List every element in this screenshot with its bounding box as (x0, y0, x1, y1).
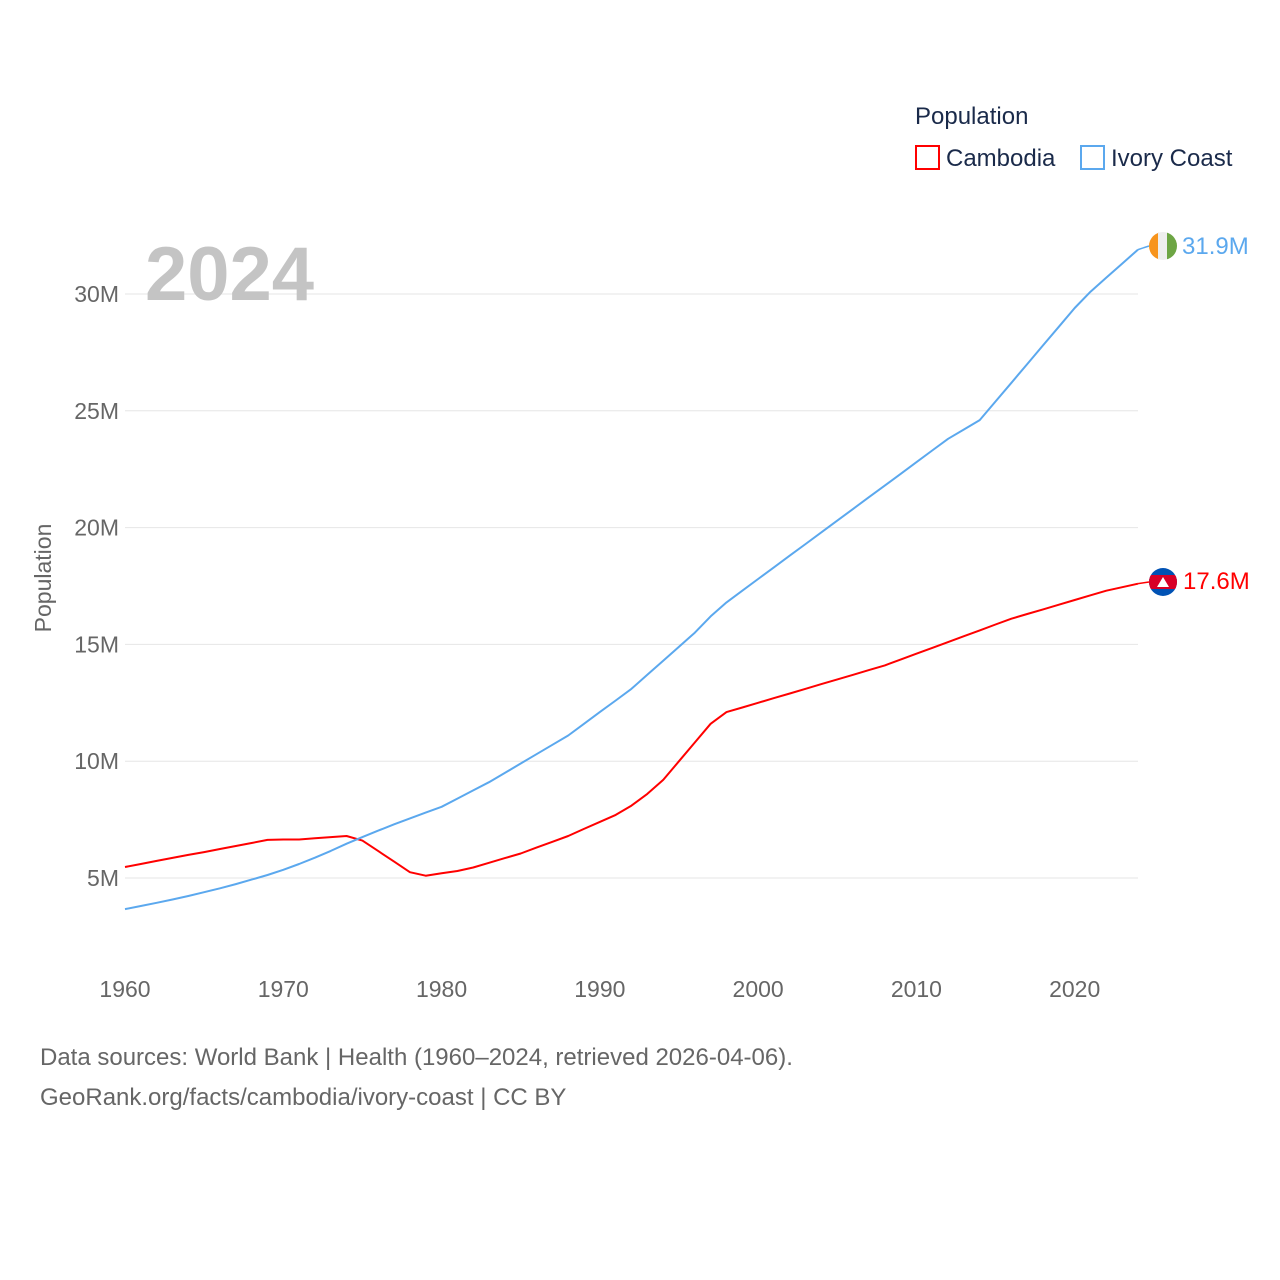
series-line-ivory-coast (124, 248, 1139, 911)
legend-label-cambodia: Cambodia (946, 145, 1056, 172)
y-tick-label: 20M (74, 515, 119, 541)
x-tick-label: 1960 (99, 976, 150, 1002)
end-connector (1137, 245, 1150, 251)
legend-label-ivory-coast: Ivory Coast (1111, 145, 1233, 172)
series-line-cambodia (124, 582, 1139, 877)
legend-title: Population (915, 103, 1028, 130)
y-tick-label: 5M (87, 865, 119, 891)
x-tick-label: 1980 (416, 976, 467, 1002)
x-tick-label: 1970 (258, 976, 309, 1002)
footer-sources: Data sources: World Bank | Health (1960–… (40, 1044, 793, 1071)
legend-item-cambodia[interactable]: Cambodia (915, 145, 1056, 172)
x-tick-label: 2020 (1049, 976, 1100, 1002)
x-tick-label: 2000 (733, 976, 784, 1002)
ivory-coast-flag-icon (1149, 232, 1177, 260)
y-tick-label: 15M (74, 631, 119, 657)
legend-item-ivory-coast[interactable]: Ivory Coast (1080, 145, 1233, 172)
x-tick-label: 2010 (891, 976, 942, 1002)
end-connector (1137, 581, 1150, 585)
footer-link[interactable]: GeoRank.org/facts/cambodia/ivory-coast |… (40, 1084, 567, 1111)
legend-swatch-cambodia (915, 145, 940, 170)
y-tick-label: 25M (74, 398, 119, 424)
end-label-cambodia: 17.6M (1183, 568, 1250, 595)
legend-swatch-ivory-coast (1080, 145, 1105, 170)
end-label-ivory-coast: 31.9M (1182, 233, 1249, 260)
legend: Population Cambodia Ivory Coast (915, 103, 1233, 172)
y-axis-label: Population (30, 524, 56, 633)
year-watermark: 2024 (145, 232, 314, 317)
x-tick-label: 1990 (574, 976, 625, 1002)
y-tick-label: 10M (74, 748, 119, 774)
cambodia-flag-icon (1149, 568, 1177, 596)
y-tick-label: 30M (74, 281, 119, 307)
